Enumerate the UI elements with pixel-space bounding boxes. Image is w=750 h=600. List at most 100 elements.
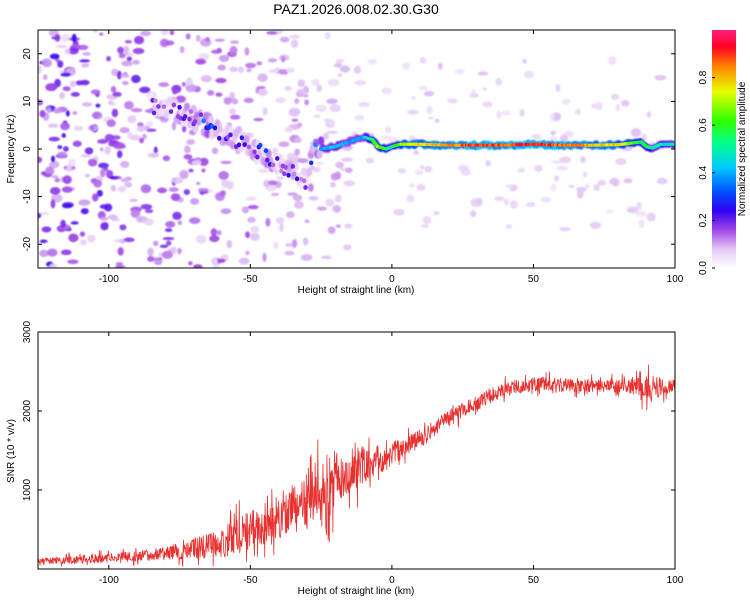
spectrogram-noise-blob (333, 63, 343, 68)
spectrogram-noise-blob (157, 187, 167, 194)
spectrogram-noise-blob (108, 100, 114, 105)
spectrogram-noise-blob (38, 156, 43, 163)
spectrogram-noise-blob (560, 134, 568, 143)
colorbar: 0.0 0.2 0.4 0.6 0.8 Normalized spectral ampl… (698, 30, 748, 275)
spectrogram-noise-blob (341, 157, 353, 162)
spectrogram-noise-blob (245, 62, 257, 69)
colorbar-tick-label: 0.4 (698, 165, 709, 179)
spectrogram-noise-blob (549, 136, 558, 142)
spectrogram-noise-blob (140, 184, 152, 194)
spectrogram-noise-blob (408, 135, 416, 141)
spectrogram-noise-blob (275, 30, 284, 34)
spectrogram-ridge-cell (292, 171, 297, 177)
spectrogram-noise-blob (84, 147, 94, 155)
colorbar-tick-label: 0.6 (698, 118, 709, 132)
spectrogram-noise-blob (434, 118, 440, 123)
snr-panel: -100 -50 0 50 100 1000 2000 3000 Height of str… (6, 320, 684, 597)
spectrogram-noise-blob (244, 231, 251, 239)
spectrogram-noise-blob (79, 231, 86, 237)
spectrogram-noise-blob (53, 108, 62, 114)
spectrogram-noise-blob (106, 169, 114, 179)
spectrogram-noise-blob (106, 119, 116, 127)
spectrogram-noise-blob (294, 148, 300, 156)
spectrogram-noise-blob (146, 128, 157, 132)
spectrogram-noise-blob (284, 86, 292, 91)
spectrogram-noise-blob (168, 187, 179, 192)
spectrogram-ridge-halo (292, 162, 299, 172)
spectrogram-noise-blob (393, 209, 405, 216)
spectrogram-noise-blob (132, 59, 140, 65)
spectrogram-noise-blob (316, 84, 322, 93)
spectrogram-noise-blob (123, 45, 130, 55)
spectrogram-noise-blob (294, 98, 300, 104)
spectrogram-ridge-cell (171, 102, 177, 108)
spectrogram-noise-blob (550, 130, 556, 136)
spectrogram-noise-blob (517, 167, 526, 173)
spectrogram-noise-blob (295, 91, 304, 98)
spectrogram-ridge-halo (243, 135, 250, 145)
spectrogram-noise-blob (193, 264, 203, 268)
spectrogram-noise-blob (99, 147, 104, 152)
spectrogram-noise-blob (332, 204, 342, 213)
spectrogram-noise-blob (67, 47, 79, 55)
spectrogram-noise-blob (262, 107, 268, 116)
spectrogram-noise-blob (45, 83, 58, 92)
spectrogram-noise-blob (117, 185, 126, 193)
spectrogram-noise-blob (113, 141, 125, 150)
spectrogram-noise-blob (68, 158, 76, 167)
spectrogram-noise-blob (60, 34, 71, 43)
spectrogram-noise-blob (116, 150, 123, 159)
spectrogram-noise-blob (423, 90, 435, 97)
spectrogram-noise-blob (276, 176, 284, 181)
spectrogram-noise-blob (460, 169, 472, 176)
spectrogram-noise-blob (137, 122, 144, 128)
spectrogram-noise-blob (48, 136, 60, 142)
spectrogram-noise-blob (170, 193, 181, 201)
spectrogram-noise-blob (230, 40, 240, 44)
spectrogram-noise-blob (186, 146, 191, 153)
spectrogram-noise-blob (116, 70, 122, 80)
spectrogram-noise-blob (304, 219, 310, 224)
spectrogram-noise-blob (181, 82, 186, 87)
spectrogram-noise-blob (109, 176, 119, 180)
spectrogram-noise-blob (120, 177, 130, 183)
spectrogram-noise-blob (171, 176, 184, 184)
colorbar-label: Normalized spectral amplitude (737, 81, 748, 216)
spectrogram-noise-blob (296, 122, 303, 128)
spectrogram-noise-blob (470, 210, 477, 218)
spectrogram-noise-blob (107, 214, 118, 220)
spectrogram-noise-blob (503, 198, 509, 206)
spectrogram-noise-blob (170, 246, 177, 255)
spectrogram-noise-blob (179, 46, 185, 54)
spectrogram-noise-blob (266, 30, 279, 35)
spectrogram-ridge-cell (161, 104, 167, 110)
spectrogram-noise-blob (630, 128, 642, 138)
spectrogram-noise-blob (185, 33, 191, 40)
spectrogram-noise-blob (165, 240, 172, 246)
spectrogram-y-tick-label: -10 (22, 189, 33, 204)
spectrogram-noise-blob (84, 173, 90, 178)
spectrogram-noise-blob (559, 156, 572, 164)
spectrogram-y-ticks: -20 -10 0 10 20 (22, 48, 675, 251)
spectrogram-y-tick-label: 0 (22, 146, 33, 152)
spectrogram-noise-blob (410, 96, 417, 100)
spectrogram-noise-blob (49, 263, 58, 268)
spectrogram-ridge-cell (216, 135, 222, 141)
spectrogram-noise-blob (609, 177, 620, 186)
spectrogram-noise-blob (247, 204, 259, 210)
spectrogram-noise-blob (45, 166, 55, 176)
spectrogram-noise-blob (69, 80, 77, 88)
spectrogram-noise-blob (46, 106, 52, 114)
spectrogram-noise-blob (51, 174, 59, 179)
spectrogram-noise-blob (505, 184, 514, 189)
figure-title: PAZ1.2026.008.02.30.G30 (273, 1, 439, 17)
spectrogram-noise-blob (220, 208, 232, 215)
spectrogram-noise-blob (114, 265, 126, 268)
spectrogram-noise-blob (95, 103, 101, 108)
spectrogram-noise-blob (62, 203, 73, 209)
spectrogram-noise-blob (291, 39, 299, 48)
spectrogram-noise-blob (49, 53, 60, 60)
spectrogram-ridge-cell (265, 157, 270, 163)
spectrogram-ridge-cell (212, 125, 218, 131)
spectrogram-noise-blob (110, 184, 117, 192)
